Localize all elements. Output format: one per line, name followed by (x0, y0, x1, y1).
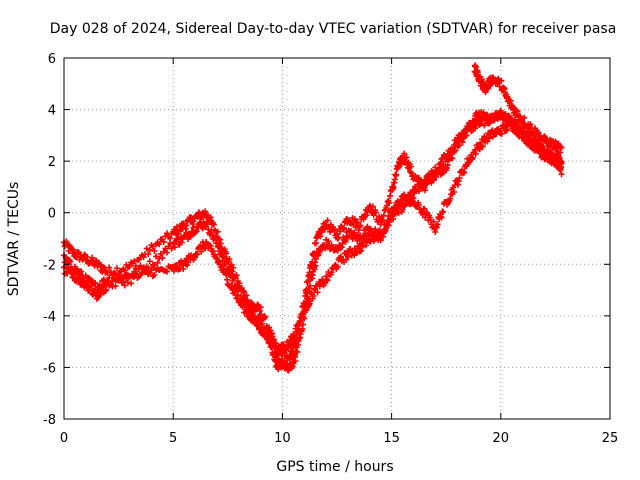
x-axis-label: GPS time / hours (276, 459, 393, 475)
y-tick-label: -4 (43, 310, 56, 325)
y-tick-label: -6 (43, 361, 56, 376)
x-tick-label: 25 (602, 431, 619, 446)
y-tick-label: -2 (43, 258, 56, 273)
plot-frame (63, 57, 611, 420)
y-tick-label: 2 (48, 155, 56, 170)
series-pass-4 (471, 62, 565, 156)
chart-title: Day 028 of 2024, Sidereal Day-to-day VTE… (50, 21, 617, 37)
y-tick-label: 0 (48, 207, 56, 222)
x-tick-label: 20 (493, 431, 510, 446)
data-marks (471, 62, 565, 156)
y-tick-label: -8 (43, 413, 56, 428)
data-points (61, 62, 565, 374)
x-tick-label: 0 (60, 431, 68, 446)
axis-ticks: 0 5 10 15 20 25 -8 -6 -4 -2 0 2 4 6 (43, 52, 618, 446)
x-tick-label: 10 (274, 431, 291, 446)
y-tick-label: 4 (48, 104, 56, 119)
y-axis-label: SDTVAR / TECUs (6, 182, 22, 297)
x-tick-label: 5 (169, 431, 177, 446)
x-tick-label: 15 (383, 431, 400, 446)
y-tick-label: 6 (48, 52, 56, 67)
